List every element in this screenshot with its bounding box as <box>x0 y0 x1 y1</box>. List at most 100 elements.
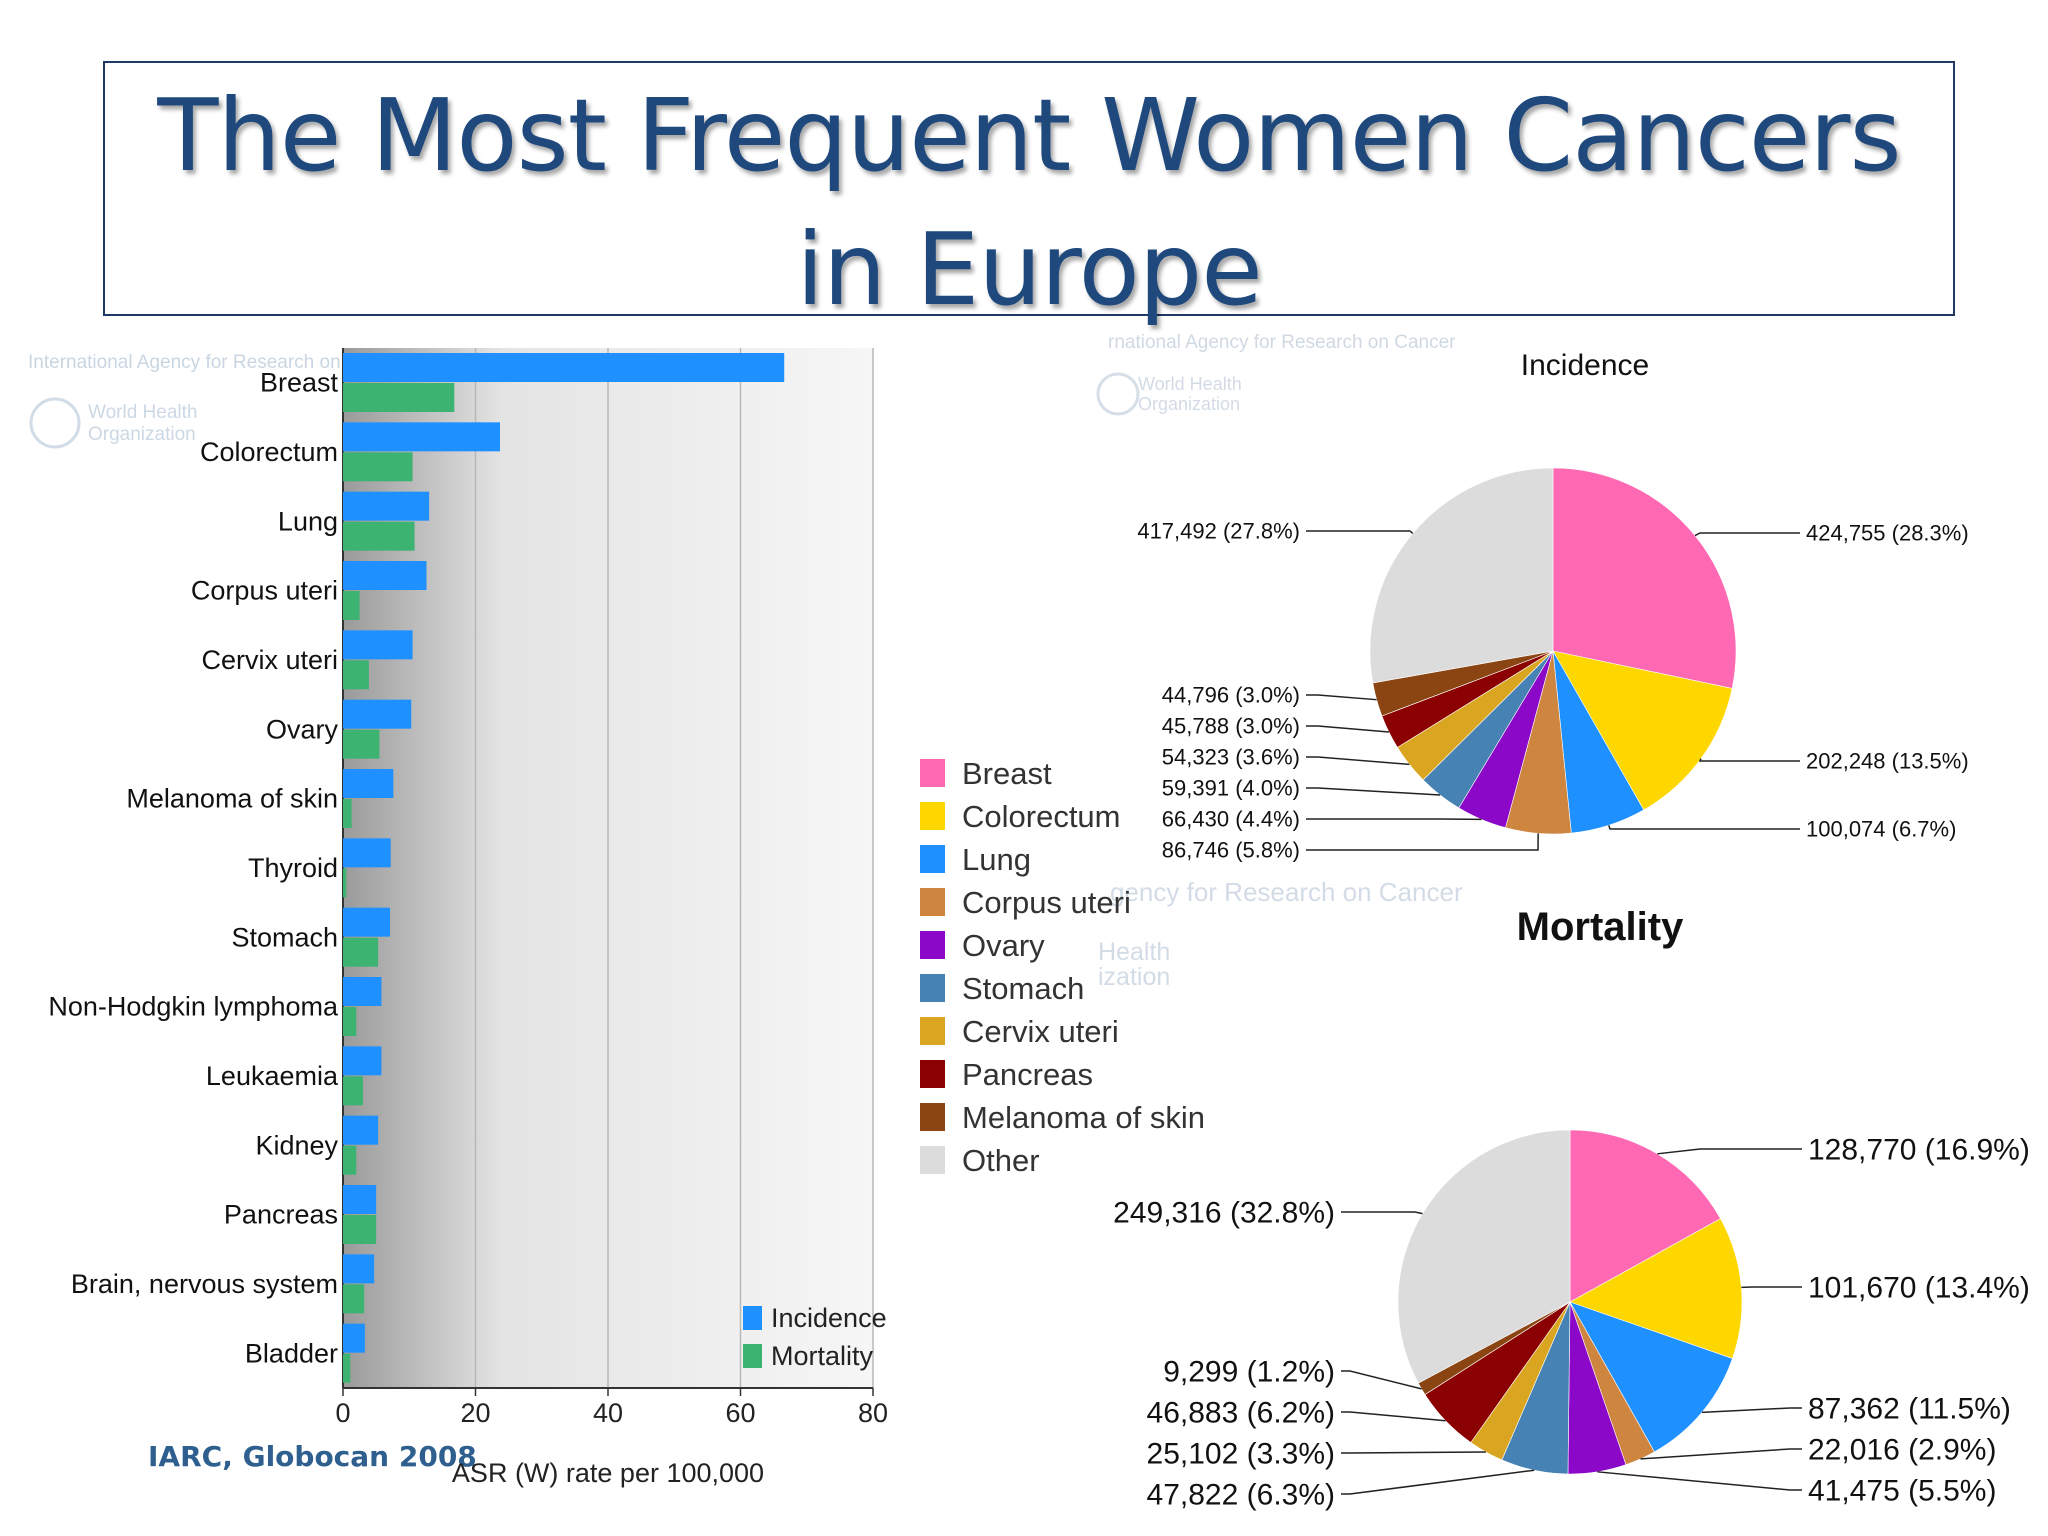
slice-label-incidence-ovary: 66,430 (4.4%) <box>1162 807 1300 832</box>
slice-label-mortality-ovary: 41,475 (5.5%) <box>1808 1475 1996 1508</box>
category-label-kidney: Kidney <box>255 1130 338 1160</box>
leader-line-mortality-other <box>1341 1211 1423 1215</box>
watermark-agency-partial: gency for Research on Cancer <box>1110 877 1463 907</box>
category-label-bladder: Bladder <box>245 1338 338 1368</box>
bar-incidence-melanoma-of-skin <box>343 769 394 798</box>
pie-slice-mortality-breast <box>1569 1129 1721 1303</box>
category-label-cervix-uteri: Cervix uteri <box>201 645 338 675</box>
category-label-brain-nervous-system: Brain, nervous system <box>71 1269 338 1299</box>
legend-swatch-breast <box>920 759 945 787</box>
legend-label-melanoma-of-skin: Melanoma of skin <box>962 1100 1205 1135</box>
bar-mortality-melanoma-of-skin <box>343 799 352 828</box>
slice-label-mortality-colorectum: 101,670 (13.4%) <box>1808 1272 2030 1305</box>
x-tick-label: 80 <box>858 1398 888 1428</box>
leader-line-incidence-cervix-uteri <box>1306 756 1410 766</box>
leader-line-mortality-melanoma-of-skin <box>1341 1370 1422 1390</box>
bar-incidence-cervix-uteri <box>343 630 413 660</box>
bar-incidence-corpus-uteri <box>343 561 427 590</box>
bar-mortality-pancreas <box>343 1215 377 1244</box>
who-emblem-icon <box>1096 372 1140 416</box>
leader-line-mortality-ovary <box>1597 1471 1802 1491</box>
legend-swatch-stomach <box>920 974 945 1002</box>
slice-label-incidence-corpus-uteri: 86,746 (5.8%) <box>1162 838 1300 863</box>
slice-label-mortality-corpus-uteri: 22,016 (2.9%) <box>1808 1434 1996 1467</box>
leader-line-incidence-other <box>1306 530 1414 535</box>
slice-label-incidence-melanoma-of-skin: 44,796 (3.0%) <box>1162 683 1300 708</box>
bar-mortality-breast <box>343 383 455 412</box>
slice-label-mortality-lung: 87,362 (11.5%) <box>1808 1393 2011 1426</box>
bar-incidence-breast <box>343 353 785 382</box>
bar-mortality-kidney <box>343 1145 357 1175</box>
pie-title-mortality: Mortality <box>1517 905 1684 949</box>
x-tick-label: 40 <box>593 1398 623 1428</box>
leader-line-incidence-colorectum <box>1698 758 1800 762</box>
legend-swatch-melanoma-of-skin <box>920 1103 945 1131</box>
bar-incidence-ovary <box>343 699 412 729</box>
leader-line-mortality-cervix-uteri <box>1341 1451 1486 1454</box>
bar-incidence-stomach <box>343 907 391 937</box>
watermark-agency-text: International Agency for Research on <box>28 352 341 373</box>
legend-label-stomach: Stomach <box>962 971 1084 1006</box>
source-credit: IARC, Globocan 2008 <box>148 1440 477 1473</box>
slice-label-mortality-cervix-uteri: 25,102 (3.3%) <box>1147 1438 1335 1471</box>
bar-mortality-lung <box>343 521 415 551</box>
legend-swatch-lung <box>920 845 945 873</box>
pie-slice-incidence-breast <box>1552 467 1737 689</box>
watermark-who-line2: Organization <box>1138 394 1240 414</box>
slice-label-incidence-cervix-uteri: 54,323 (3.6%) <box>1162 745 1300 770</box>
legend-label-corpus-uteri: Corpus uteri <box>962 885 1131 920</box>
bar-incidence-colorectum <box>343 422 501 452</box>
legend-swatch-cervix-uteri <box>920 1017 945 1045</box>
bar-mortality-cervix-uteri <box>343 660 369 690</box>
category-label-corpus-uteri: Corpus uteri <box>191 576 338 606</box>
watermark-who-line1: World Health <box>1138 374 1242 394</box>
leader-line-incidence-stomach <box>1306 787 1441 796</box>
pie-slice-incidence-colorectum <box>1552 650 1733 811</box>
slice-label-incidence-other: 417,492 (27.8%) <box>1137 519 1300 544</box>
slice-label-mortality-melanoma-of-skin: 9,299 (1.2%) <box>1163 1356 1335 1389</box>
category-label-non-hodgkin-lymphoma: Non-Hodgkin lymphoma <box>48 992 339 1022</box>
bar-mortality-bladder <box>343 1353 351 1383</box>
slice-label-incidence-colorectum: 202,248 (13.5%) <box>1806 749 1969 774</box>
leader-line-mortality-breast <box>1657 1148 1802 1155</box>
category-label-leukaemia: Leukaemia <box>206 1061 339 1091</box>
pie-title-incidence: Incidence <box>1521 349 1649 382</box>
leader-line-incidence-breast <box>1694 532 1800 537</box>
bar-incidence-bladder <box>343 1323 365 1353</box>
category-label-thyroid: Thyroid <box>248 853 338 883</box>
bar-mortality-non-hodgkin-lymphoma <box>343 1007 357 1036</box>
bar-mortality-colorectum <box>343 452 413 482</box>
category-label-melanoma-of-skin: Melanoma of skin <box>126 784 338 814</box>
legend-swatch-colorectum <box>920 802 945 830</box>
bar-incidence-lung <box>343 491 430 521</box>
leader-line-mortality-lung <box>1701 1407 1802 1414</box>
category-label-stomach: Stomach <box>231 922 338 952</box>
category-label-breast: Breast <box>260 368 339 398</box>
bar-mortality-brain-nervous-system <box>343 1284 365 1314</box>
legend-swatch-pancreas <box>920 1060 945 1088</box>
x-tick-label: 0 <box>335 1398 350 1428</box>
legend-swatch-corpus-uteri <box>920 888 945 916</box>
leader-line-incidence-corpus-uteri <box>1306 833 1539 851</box>
bar-incidence-non-hodgkin-lymphoma <box>343 977 382 1006</box>
who-emblem-icon <box>29 397 81 449</box>
leader-line-mortality-corpus-uteri <box>1640 1448 1802 1460</box>
slide-title: The Most Frequent Women Cancers in Europ… <box>157 77 1901 328</box>
category-label-ovary: Ovary <box>266 714 339 744</box>
bar-mortality-corpus-uteri <box>343 591 360 620</box>
slice-label-incidence-breast: 424,755 (28.3%) <box>1806 521 1969 546</box>
leader-line-incidence-pancreas <box>1306 725 1389 733</box>
slice-label-mortality-breast: 128,770 (16.9%) <box>1808 1134 2030 1167</box>
bar-incidence-thyroid <box>343 838 391 868</box>
legend-label-pancreas: Pancreas <box>962 1057 1093 1092</box>
bar-incidence-leukaemia <box>343 1046 382 1076</box>
slice-label-mortality-other: 249,316 (32.8%) <box>1113 1197 1335 1230</box>
bar-mortality-thyroid <box>343 868 347 898</box>
slice-label-incidence-pancreas: 45,788 (3.0%) <box>1162 714 1300 739</box>
x-tick-label: 20 <box>460 1398 490 1428</box>
bar-incidence-brain-nervous-system <box>343 1254 375 1284</box>
category-label-colorectum: Colorectum <box>200 437 338 467</box>
leader-line-incidence-lung <box>1608 825 1800 830</box>
